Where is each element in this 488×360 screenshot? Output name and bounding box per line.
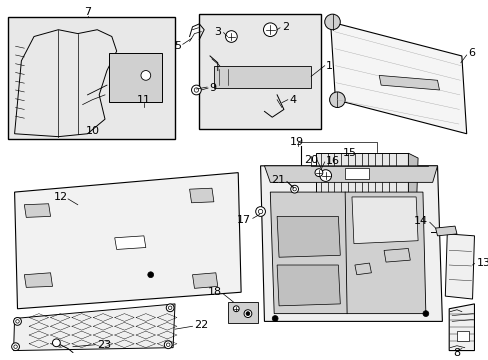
Text: 23: 23 xyxy=(97,340,111,350)
Polygon shape xyxy=(330,22,466,134)
Bar xyxy=(199,14,320,129)
Circle shape xyxy=(329,92,345,108)
Circle shape xyxy=(422,311,428,316)
Text: 12: 12 xyxy=(53,192,67,202)
Circle shape xyxy=(166,343,170,346)
Polygon shape xyxy=(354,263,371,275)
Text: 7: 7 xyxy=(84,7,91,17)
Circle shape xyxy=(272,316,278,321)
Circle shape xyxy=(16,320,19,323)
Circle shape xyxy=(166,304,174,312)
Text: 17: 17 xyxy=(236,215,250,225)
Circle shape xyxy=(263,23,277,36)
Text: 18: 18 xyxy=(207,287,221,297)
Text: 14: 14 xyxy=(413,216,427,226)
Polygon shape xyxy=(24,204,50,217)
Text: 3: 3 xyxy=(214,27,221,37)
Circle shape xyxy=(258,210,262,214)
Text: 9: 9 xyxy=(208,83,216,93)
Polygon shape xyxy=(24,273,52,287)
Text: 6: 6 xyxy=(468,48,475,58)
Circle shape xyxy=(225,31,237,42)
Text: 13: 13 xyxy=(475,258,488,268)
Polygon shape xyxy=(277,265,340,306)
Polygon shape xyxy=(15,30,117,137)
Circle shape xyxy=(314,169,322,176)
Circle shape xyxy=(319,170,331,181)
Text: 19: 19 xyxy=(289,136,303,147)
Polygon shape xyxy=(213,66,310,88)
Circle shape xyxy=(14,318,21,325)
Circle shape xyxy=(164,341,172,348)
Circle shape xyxy=(255,207,265,216)
Polygon shape xyxy=(448,304,473,351)
Polygon shape xyxy=(407,153,417,215)
Circle shape xyxy=(244,310,251,318)
Circle shape xyxy=(141,71,150,80)
Bar xyxy=(345,168,369,179)
Polygon shape xyxy=(313,197,407,212)
Bar xyxy=(8,17,175,139)
Circle shape xyxy=(324,14,340,30)
Text: 10: 10 xyxy=(85,126,99,136)
Polygon shape xyxy=(264,166,437,183)
Circle shape xyxy=(292,188,296,191)
Text: 4: 4 xyxy=(289,95,296,105)
Text: 2: 2 xyxy=(282,22,288,32)
Circle shape xyxy=(12,343,20,351)
Text: 5: 5 xyxy=(174,41,181,51)
Text: 21: 21 xyxy=(270,175,285,185)
Text: 8: 8 xyxy=(452,347,460,357)
Circle shape xyxy=(14,345,17,348)
Bar xyxy=(109,53,162,102)
Bar xyxy=(456,331,468,341)
Polygon shape xyxy=(315,153,407,197)
Text: 1: 1 xyxy=(325,61,332,71)
Polygon shape xyxy=(351,197,417,244)
Circle shape xyxy=(168,306,172,310)
Polygon shape xyxy=(15,173,241,309)
Polygon shape xyxy=(270,192,425,314)
Text: 16: 16 xyxy=(325,156,339,166)
Circle shape xyxy=(233,306,239,312)
Polygon shape xyxy=(115,236,145,249)
Bar xyxy=(228,302,257,323)
Polygon shape xyxy=(383,248,409,262)
Circle shape xyxy=(191,85,201,95)
Text: 20: 20 xyxy=(304,155,318,165)
Circle shape xyxy=(245,312,249,316)
Polygon shape xyxy=(189,188,213,203)
Circle shape xyxy=(52,339,60,347)
Text: 15: 15 xyxy=(342,148,356,158)
Circle shape xyxy=(147,272,153,278)
Polygon shape xyxy=(260,166,442,321)
Polygon shape xyxy=(435,226,456,236)
Polygon shape xyxy=(277,216,340,257)
Text: 22: 22 xyxy=(194,320,208,330)
Circle shape xyxy=(290,185,298,193)
Polygon shape xyxy=(192,273,217,288)
Text: 11: 11 xyxy=(137,95,151,105)
Polygon shape xyxy=(378,75,439,90)
Polygon shape xyxy=(445,234,473,299)
Polygon shape xyxy=(14,304,175,351)
Circle shape xyxy=(194,88,198,92)
